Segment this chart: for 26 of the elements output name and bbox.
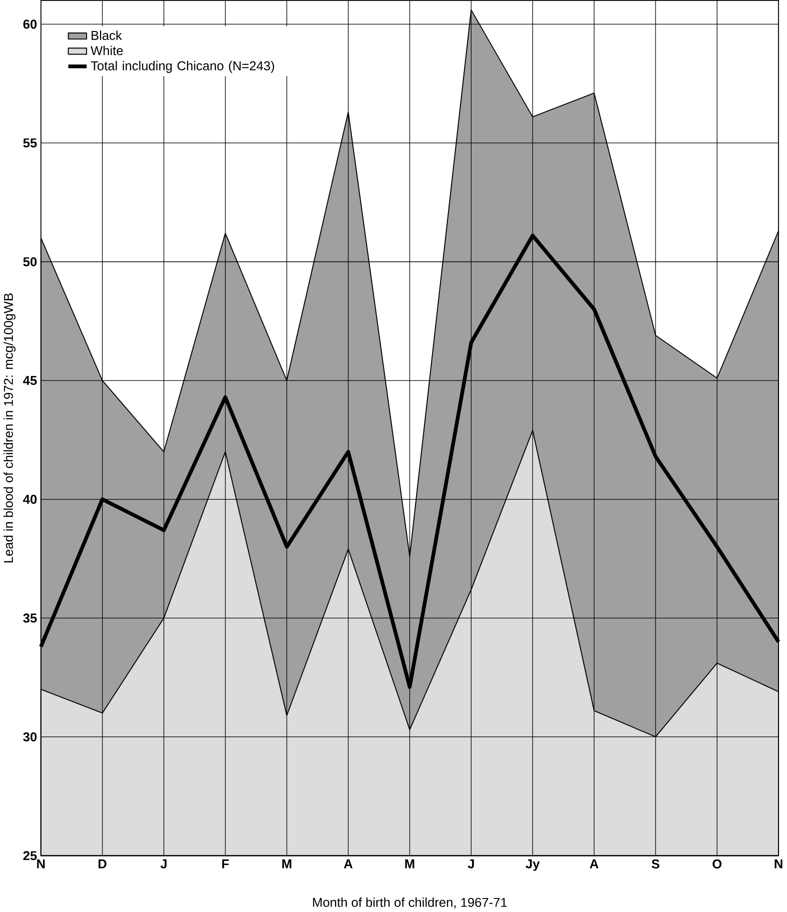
y-tick-label: 50 (23, 257, 37, 266)
x-tick-label: D (98, 859, 107, 868)
y-tick-label: 30 (23, 732, 37, 742)
x-tick-label: M (405, 859, 414, 868)
x-tick-label: F (222, 859, 229, 868)
x-tick-label: A (590, 859, 599, 868)
x-tick-label: O (712, 859, 722, 868)
y-tick-label: 55 (23, 138, 37, 148)
y-tick-label: 45 (23, 376, 37, 385)
x-tick-label: Jy (526, 859, 540, 871)
x-tick-label: M (282, 859, 292, 868)
y-tick-label: 60 (23, 20, 37, 29)
x-tick-label: N (37, 859, 45, 868)
x-tick-label: A (344, 859, 353, 868)
x-axis-title: Month of birth of children, 1967-71 (313, 898, 507, 908)
y-axis-title: Lead in blood of children in 1972: mcg/100gWB (4, 293, 16, 562)
x-tick-label: S (652, 859, 660, 868)
x-tick-label: J (468, 859, 474, 868)
legend-label: White (90, 46, 123, 56)
y-tick-label: 25 (23, 851, 37, 860)
y-tick-label: 40 (23, 494, 37, 504)
legend-label: Black (92, 30, 122, 40)
x-tick-label: J (160, 859, 167, 868)
legend-label: Total including Chicano (N=243) (91, 60, 274, 73)
y-tick-label: 35 (23, 614, 37, 623)
x-tick-label: N (774, 859, 782, 868)
